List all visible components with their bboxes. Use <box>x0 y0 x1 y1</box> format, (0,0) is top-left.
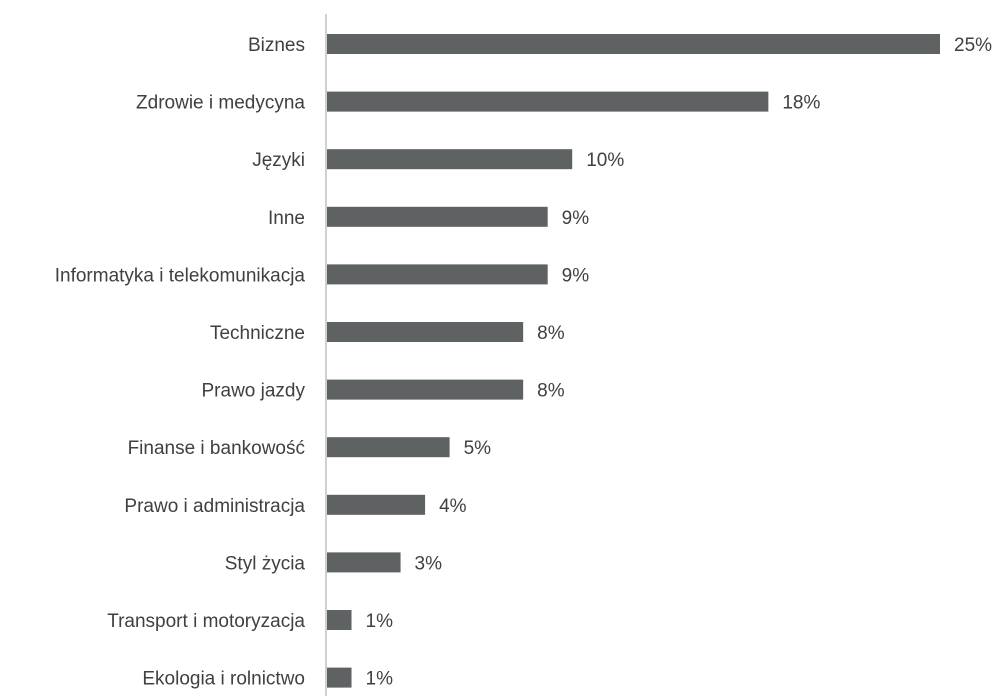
category-labels: Biznes Zdrowie i medycyna Języki Inne Inform… <box>55 35 306 690</box>
bar <box>327 494 426 515</box>
bar <box>327 437 450 458</box>
category-label: Informatyka i telekomunikacja <box>55 265 306 286</box>
bar <box>327 322 524 342</box>
data-label: 10% <box>586 150 624 171</box>
bar <box>327 206 548 227</box>
data-label: 9% <box>562 208 590 229</box>
bar <box>327 149 573 170</box>
category-label: Biznes <box>248 35 305 56</box>
category-label: Prawo i administracja <box>124 496 305 517</box>
bar <box>327 379 524 400</box>
category-label: Techniczne <box>210 323 305 344</box>
data-label: 8% <box>537 381 565 402</box>
bars <box>327 34 940 688</box>
category-label: Styl życia <box>225 553 306 574</box>
data-label: 9% <box>562 265 590 286</box>
data-label: 5% <box>464 438 492 459</box>
data-label: 25% <box>954 35 992 56</box>
category-label: Transport i motoryzacja <box>107 611 305 632</box>
category-label: Finanse i bankowość <box>128 438 305 459</box>
data-label: 3% <box>415 553 443 574</box>
data-label: 8% <box>537 323 565 344</box>
bar <box>327 264 548 285</box>
bar <box>327 667 352 688</box>
category-label: Prawo jazdy <box>202 381 306 402</box>
bar <box>327 34 940 54</box>
category-label: Ekologia i rolnictwo <box>142 669 305 690</box>
data-label: 18% <box>782 93 820 114</box>
category-label: Zdrowie i medycyna <box>136 93 305 114</box>
data-label: 1% <box>366 669 394 690</box>
data-label: 4% <box>439 496 467 517</box>
bar <box>327 91 769 112</box>
category-label: Inne <box>268 208 305 229</box>
data-label: 1% <box>366 611 394 632</box>
data-labels: 25% 18% 10% 9% 9% 8% 8% 5% 4% 3% 1% 1% <box>366 35 993 690</box>
category-label: Języki <box>252 150 305 171</box>
bar <box>327 552 401 573</box>
bar <box>327 610 352 630</box>
